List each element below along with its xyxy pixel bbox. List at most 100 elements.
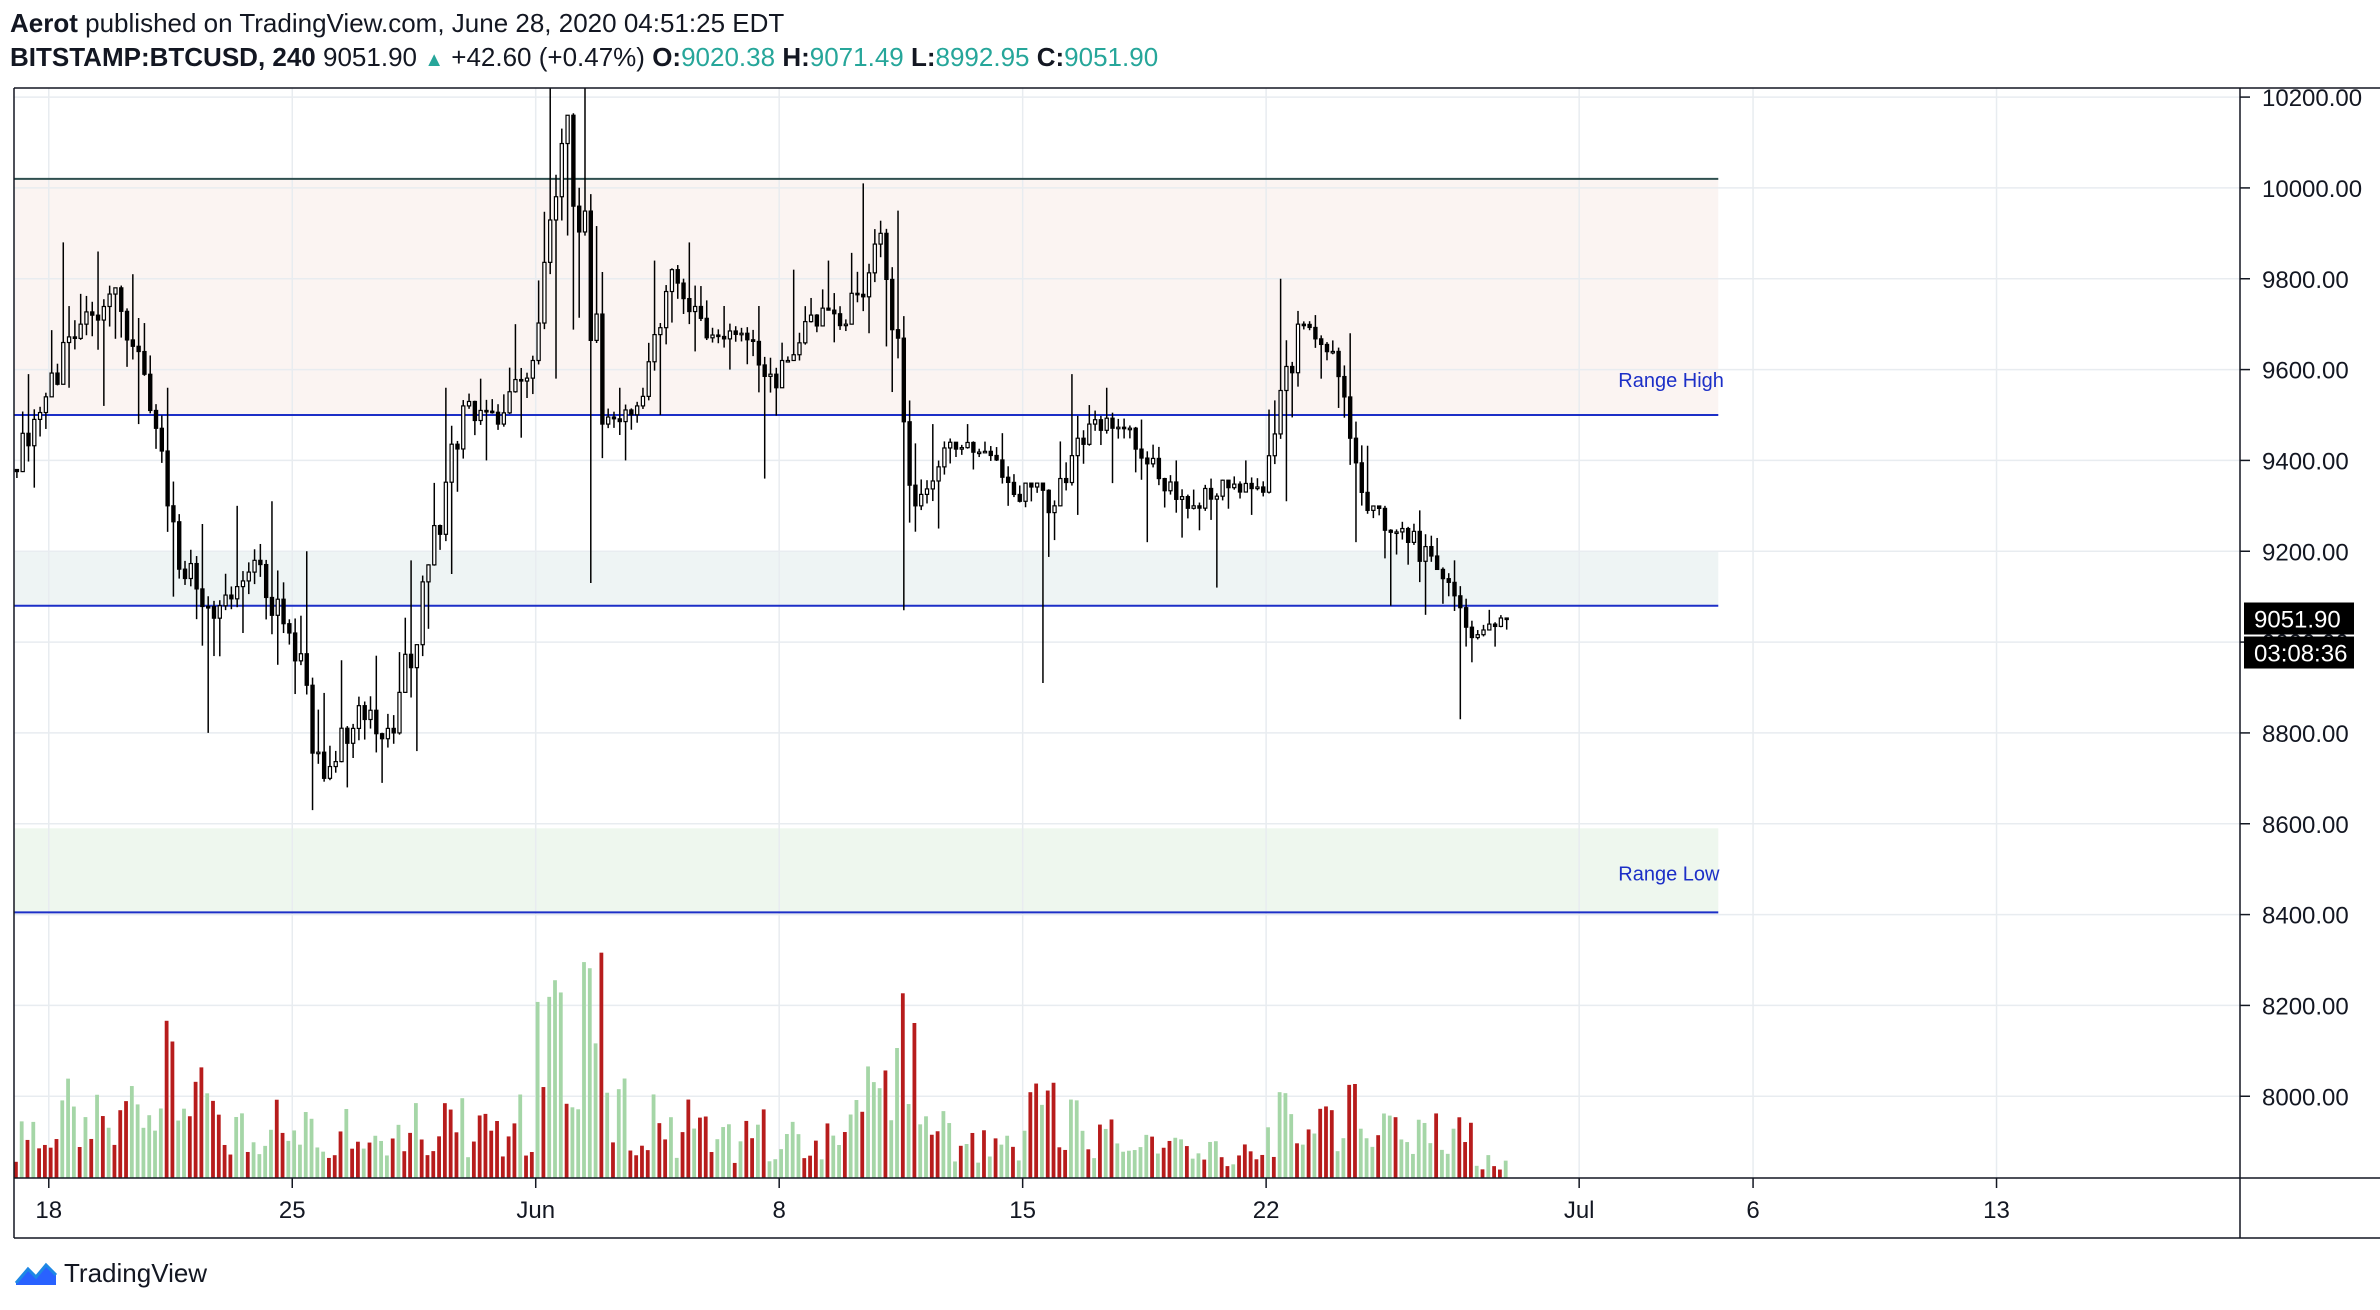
price-tags: 9051.90 03:08:36 [2244, 602, 2354, 669]
candle-body [1121, 426, 1127, 430]
volume-bar [866, 1066, 870, 1178]
volume-bar [1428, 1143, 1433, 1178]
candle-body [101, 305, 107, 321]
candle-body [849, 292, 854, 325]
candle-body [443, 481, 449, 535]
horizontal-lines-layer[interactable]: Range High Range Low [14, 177, 1724, 914]
volume-bar [854, 1100, 859, 1178]
volume-bar [1028, 1092, 1033, 1178]
candle-body [501, 412, 507, 425]
volume-bar [599, 952, 604, 1178]
candle-body [994, 454, 999, 461]
candle-body [316, 751, 321, 755]
candle-body [1237, 483, 1243, 493]
candle-body [437, 524, 443, 535]
volume-bar [1254, 1159, 1259, 1178]
candle-body [281, 598, 286, 625]
candle-body [791, 354, 796, 362]
volume-bar [54, 1139, 59, 1178]
volume-bar [147, 1115, 152, 1178]
candle-body [49, 372, 54, 398]
candle-body [1127, 427, 1133, 431]
volume-bar [1115, 1143, 1120, 1178]
y-tick-label: 8800.00 [2262, 721, 2349, 748]
volume-bar [935, 1131, 940, 1178]
volume-bar [576, 1109, 581, 1178]
candle-body [832, 309, 837, 315]
volume-bar [135, 1104, 140, 1178]
volume-bar [454, 1132, 459, 1178]
volume-bar [83, 1117, 88, 1178]
candle-body [403, 653, 408, 693]
x-tick-label: 13 [1983, 1197, 2010, 1224]
volume-bar [657, 1123, 662, 1178]
candle-body [177, 521, 182, 570]
volume-bar [42, 1144, 47, 1178]
volume-bar [1242, 1144, 1247, 1178]
tradingview-logo-icon [14, 1262, 58, 1285]
volume-bar [732, 1162, 737, 1178]
candle-body [211, 606, 217, 619]
candle-body [779, 359, 785, 389]
volume-bar [298, 1144, 302, 1178]
candle-body [872, 243, 878, 274]
candle-body [229, 594, 234, 600]
volume-bar [1445, 1153, 1450, 1178]
volume-bar [756, 1124, 760, 1178]
candle-body [217, 605, 222, 619]
candle-body [756, 340, 762, 366]
volume-layer [14, 952, 1508, 1178]
candle-body [490, 410, 495, 414]
volume-bar [680, 1132, 685, 1178]
candle-body [1440, 568, 1446, 580]
volume-bar [802, 1158, 807, 1178]
candle-body [588, 210, 593, 341]
candle-body [942, 447, 947, 468]
volume-bar [877, 1088, 882, 1178]
candle-body [171, 505, 176, 523]
candle-body [1498, 617, 1504, 628]
volume-bar [1121, 1151, 1125, 1178]
candle-body [1069, 455, 1075, 484]
volume-bar [518, 1094, 523, 1178]
volume-bar [379, 1140, 383, 1178]
candle-body [1092, 419, 1098, 425]
candle-body [1197, 505, 1202, 509]
volume-bar [321, 1151, 326, 1178]
symbol-label[interactable]: BITSTAMP:BTCUSD, 240 [10, 42, 316, 72]
candle-body [739, 332, 744, 336]
volume-bar [1434, 1113, 1439, 1178]
candle-body [345, 727, 350, 744]
candle-body [519, 378, 524, 382]
candle-body [246, 571, 251, 582]
volume-bar [1411, 1153, 1415, 1178]
ohlc-line: BITSTAMP:BTCUSD, 240 9051.90 ▲ +42.60 (+… [10, 40, 2310, 77]
candle-body [605, 416, 611, 425]
candle-body [1382, 507, 1388, 531]
candle-body [275, 598, 280, 616]
volume-bar [95, 1094, 99, 1178]
candle-body [461, 405, 466, 450]
candle-body [1359, 462, 1364, 493]
volume-bar [1347, 1084, 1352, 1178]
candle-body [165, 450, 170, 507]
candle-body [577, 205, 582, 233]
candle-body [223, 594, 228, 607]
candle-body [855, 292, 860, 296]
volume-bar [471, 1141, 476, 1178]
volume-bar [263, 1145, 268, 1178]
candle-body [774, 373, 779, 389]
volume-bar [1405, 1142, 1410, 1178]
volume-bar [1045, 1090, 1050, 1178]
tradingview-logo[interactable]: TradingView [14, 1258, 207, 1289]
candle-body [66, 336, 72, 344]
volume-bar [1069, 1099, 1073, 1178]
publisher-name[interactable]: Aerot [10, 8, 78, 38]
candle-body [623, 409, 628, 423]
candle-body [750, 339, 756, 343]
volume-bar [883, 1070, 888, 1178]
volume-bar [413, 1103, 418, 1178]
volume-bar [1173, 1137, 1178, 1178]
volume-bar [813, 1140, 818, 1178]
